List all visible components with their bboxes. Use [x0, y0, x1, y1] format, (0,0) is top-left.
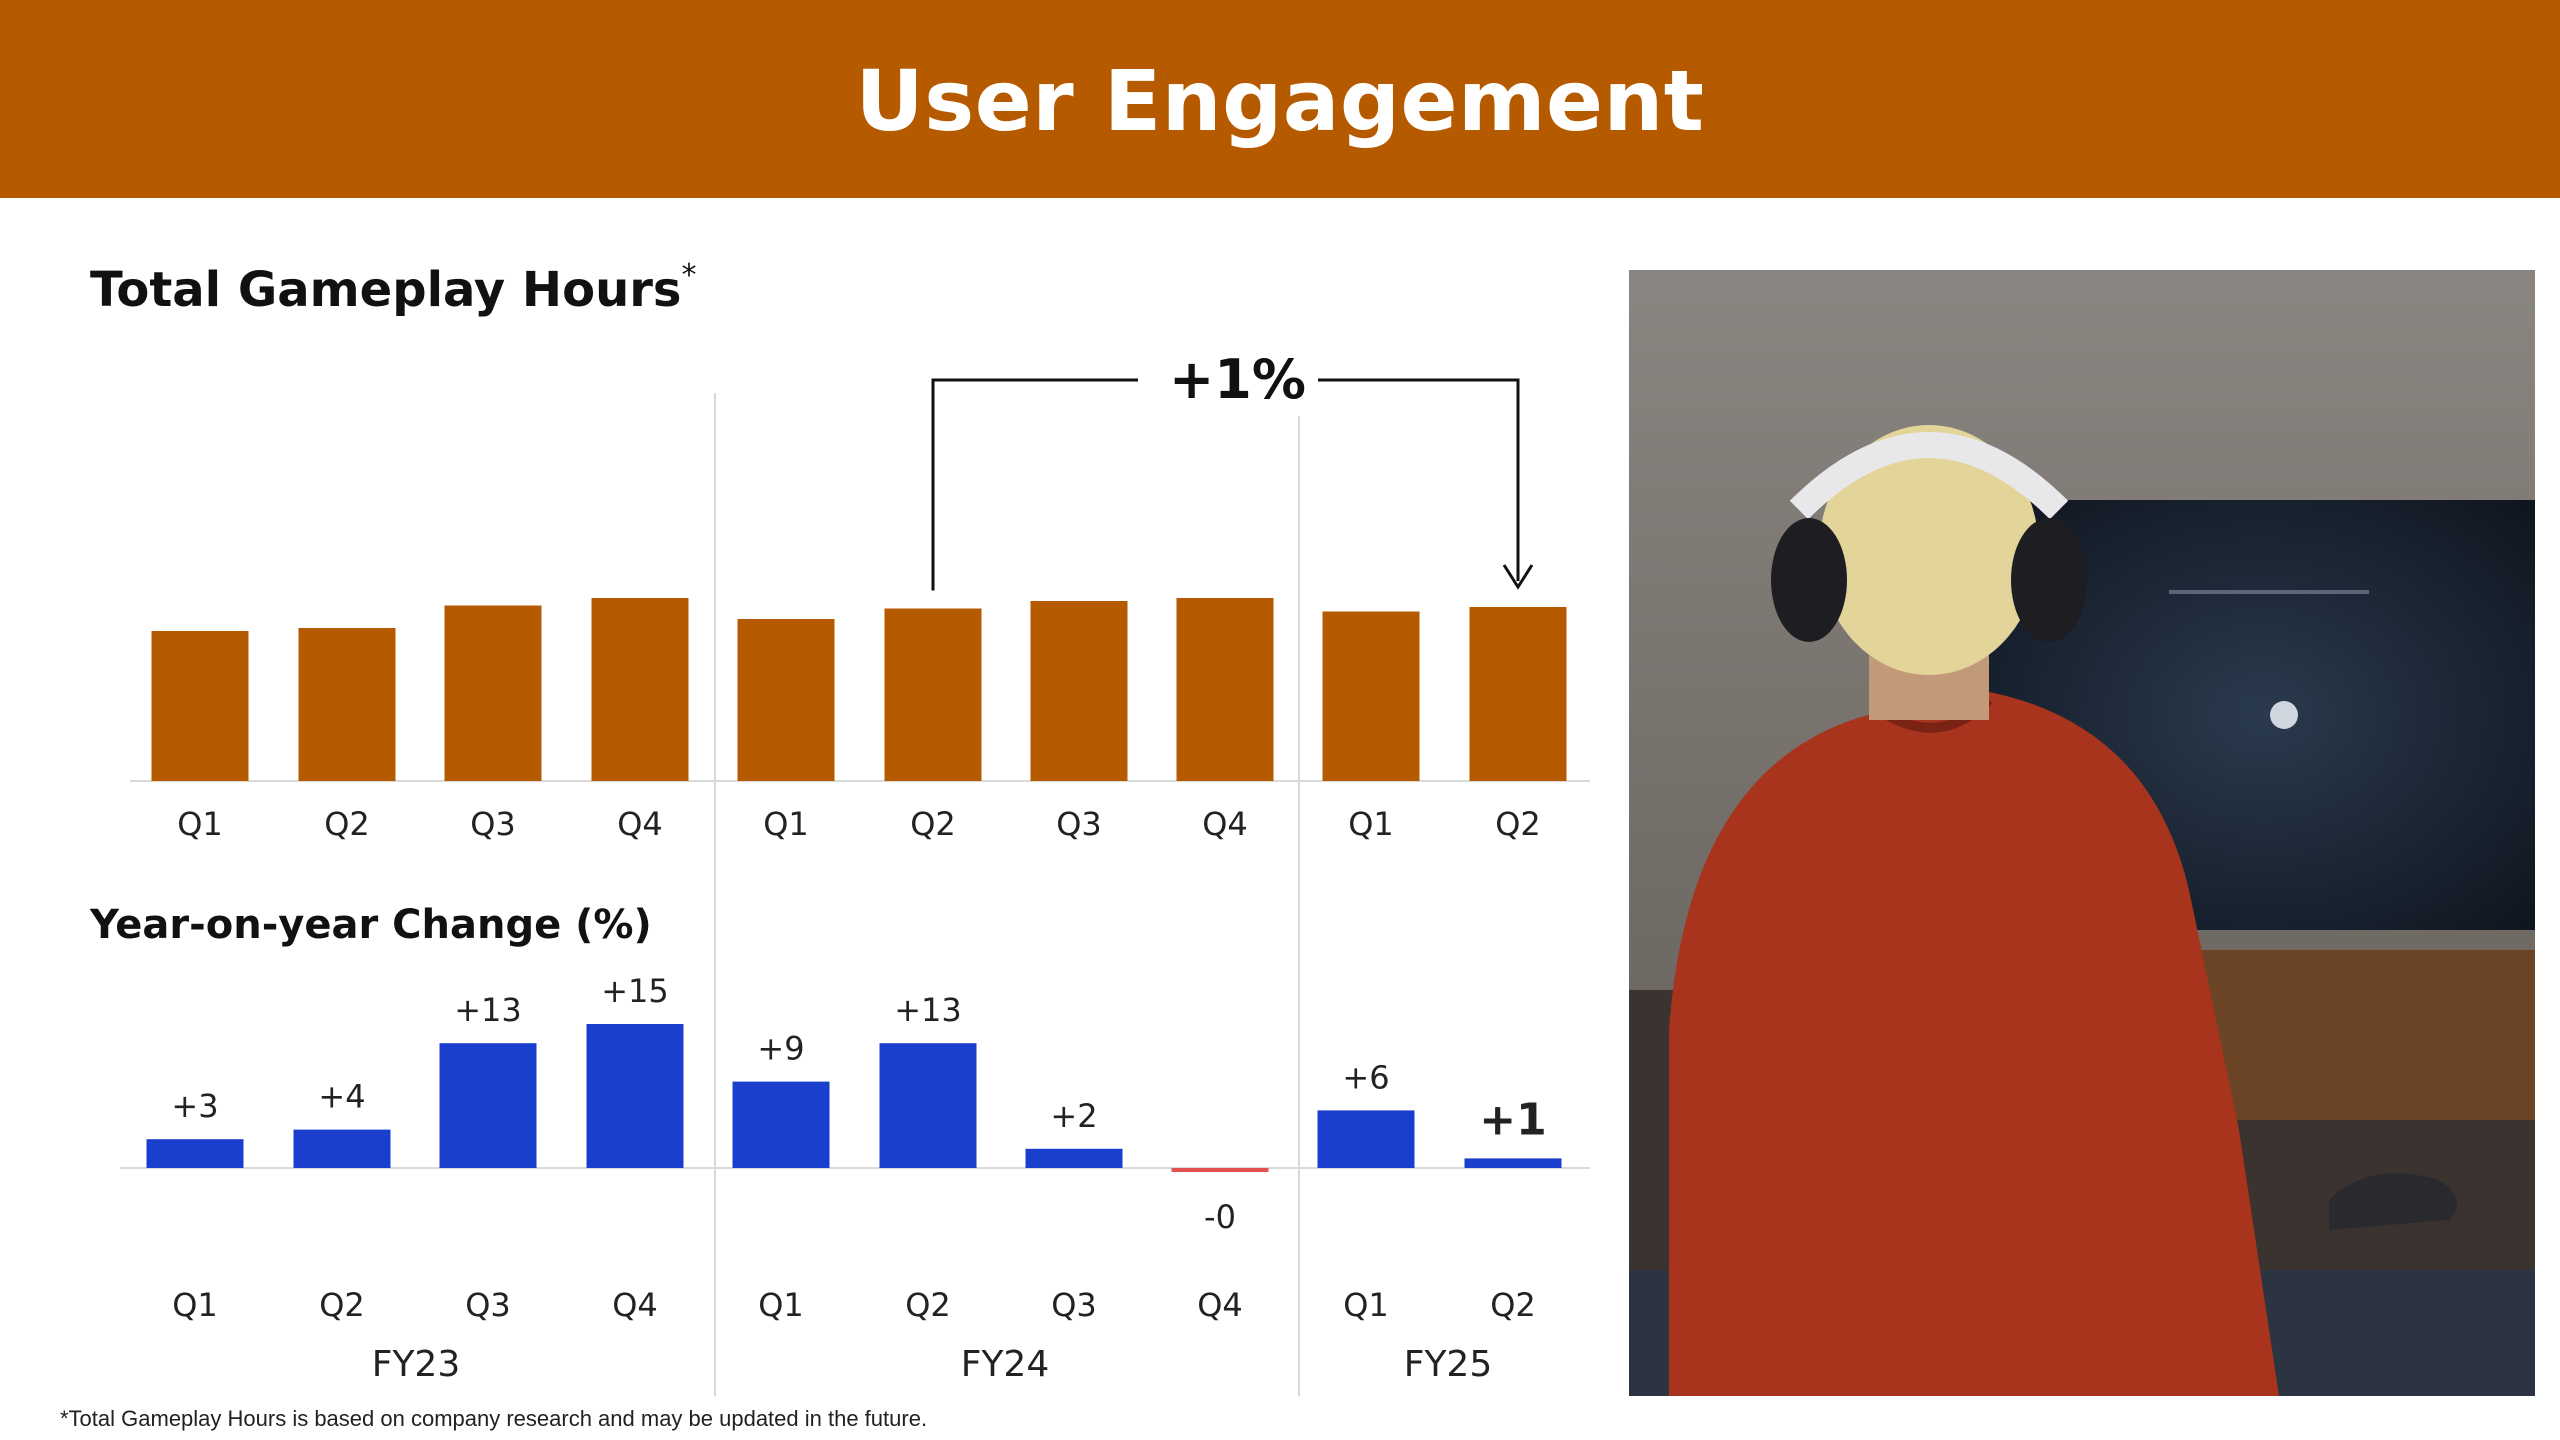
yoy-tick-label: Q1	[758, 1286, 804, 1324]
yoy-bar-fy24-q1	[732, 1081, 830, 1168]
header-bar: User Engagement	[0, 0, 2560, 198]
hours-tick-label: Q4	[617, 805, 663, 843]
hours-bar-fy23-q1	[151, 631, 249, 781]
yoy-value-label: +13	[894, 991, 962, 1029]
yoy-tick-label: Q2	[319, 1286, 365, 1324]
page-title: User Engagement	[855, 52, 1705, 150]
yoy-bar-fy24-q2	[879, 1043, 977, 1168]
gameplay-hours-title-text: Total Gameplay Hours	[90, 262, 682, 318]
hours-bar-fy25-q1	[1322, 611, 1420, 781]
yoy-bar-fy24-q4	[1171, 1168, 1269, 1172]
yoy-tick-label: Q1	[1343, 1286, 1389, 1324]
hours-bar-fy23-q2	[298, 628, 396, 781]
hours-tick-label: Q1	[177, 805, 223, 843]
hours-tick-label: Q1	[763, 805, 809, 843]
yoy-bar-fy23-q2	[293, 1129, 391, 1168]
hours-tick-label: Q3	[1056, 805, 1102, 843]
photo-illustration	[1629, 270, 2535, 1396]
yoy-tick-label: Q4	[612, 1286, 658, 1324]
hours-bar-fy25-q2	[1469, 607, 1567, 781]
gamer-photo	[1629, 270, 2535, 1396]
hours-bar-fy24-q2	[884, 608, 982, 781]
growth-arrow-head	[1502, 564, 1534, 590]
growth-label: +1%	[1169, 348, 1306, 411]
yoy-change-title: Year-on-year Change (%)	[90, 902, 652, 948]
yoy-value-label: +3	[171, 1087, 218, 1125]
yoy-tick-label: Q3	[465, 1286, 511, 1324]
charts-canvas: Q1 Q2 Q3 Q4 Q1 Q2 Q3 Q4 Q1 Q2 +1% +3 Q1 +4 Q2 +13 Q3 +15 Q…	[120, 348, 1590, 1396]
yoy-value-label: -0	[1204, 1198, 1236, 1236]
hours-bar-fy23-q4	[591, 598, 689, 781]
hours-bar-fy24-q4	[1176, 598, 1274, 781]
hours-tick-label: Q2	[324, 805, 370, 843]
yoy-tick-label: Q4	[1197, 1286, 1243, 1324]
hours-bar-fy24-q1	[737, 619, 835, 781]
yoy-bar-fy24-q3	[1025, 1148, 1123, 1168]
fiscal-year-label-fy25: FY25	[1404, 1344, 1493, 1385]
hours-tick-label: Q1	[1348, 805, 1394, 843]
yoy-value-label: +2	[1050, 1097, 1097, 1135]
yoy-bar-fy25-q2	[1464, 1158, 1562, 1168]
fiscal-year-label-fy23: FY23	[372, 1344, 461, 1385]
yoy-bar-fy25-q1	[1317, 1110, 1415, 1168]
hours-tick-label: Q4	[1202, 805, 1248, 843]
yoy-bar-fy23-q1	[146, 1139, 244, 1168]
fiscal-year-label-fy24: FY24	[961, 1344, 1050, 1385]
yoy-value-label: +9	[757, 1030, 804, 1068]
yoy-value-label: +6	[1342, 1058, 1389, 1096]
yoy-bar-fy23-q4	[586, 1024, 684, 1168]
yoy-tick-label: Q2	[1490, 1286, 1536, 1324]
yoy-value-label: +4	[318, 1078, 365, 1116]
gameplay-hours-title: Total Gameplay Hours*	[90, 258, 697, 318]
yoy-tick-label: Q2	[905, 1286, 951, 1324]
growth-bracket-left	[931, 378, 1138, 591]
yoy-bar-fy23-q3	[439, 1043, 537, 1168]
hours-tick-label: Q3	[470, 805, 516, 843]
yoy-value-label: +13	[454, 991, 522, 1029]
hours-bar-fy23-q3	[444, 605, 542, 781]
yoy-tick-label: Q1	[172, 1286, 218, 1324]
yoy-value-label: +1	[1479, 1094, 1546, 1145]
title-asterisk: *	[681, 258, 697, 293]
hours-tick-label: Q2	[910, 805, 956, 843]
hours-bar-fy24-q3	[1030, 601, 1128, 781]
growth-bracket-right	[1318, 378, 1520, 581]
yoy-value-label: +15	[601, 972, 669, 1010]
hours-tick-label: Q2	[1495, 805, 1541, 843]
footnote: *Total Gameplay Hours is based on compan…	[60, 1406, 928, 1431]
yoy-tick-label: Q3	[1051, 1286, 1097, 1324]
